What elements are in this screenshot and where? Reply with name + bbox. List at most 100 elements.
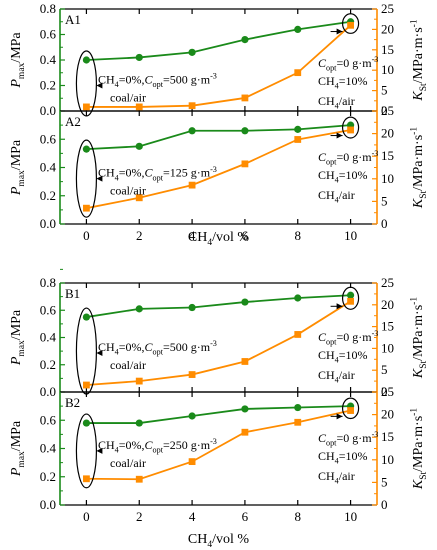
x-tick-label: 0 bbox=[83, 228, 90, 243]
kst-series-line bbox=[86, 300, 352, 386]
right-annotation-1: Copt=0 g·m-3 bbox=[318, 55, 378, 72]
x-tick-label: 2 bbox=[136, 509, 143, 524]
pmax-point bbox=[241, 405, 249, 413]
pmax-point bbox=[82, 145, 91, 153]
left-tick-label: 0.0 bbox=[40, 216, 56, 231]
kst-point bbox=[347, 21, 354, 29]
left-annotation-1: CH4=0%,Copt=250 g·m-3 bbox=[98, 437, 217, 454]
ylabel-left-group: Pmax/MPa bbox=[9, 420, 27, 477]
pmax-point bbox=[82, 419, 91, 427]
right-tick-label: 20 bbox=[381, 126, 394, 141]
y-axis-label-right: KSt/MPa·m·s-1 bbox=[409, 19, 429, 101]
right-annotation-1: Copt=0 g·m-3 bbox=[318, 430, 378, 447]
right-tick-label: 5 bbox=[381, 193, 388, 208]
x-tick-label: 6 bbox=[242, 509, 249, 524]
kst-point bbox=[83, 204, 90, 212]
pmax-series-line bbox=[86, 20, 351, 61]
left-tick-label: 0.2 bbox=[40, 78, 56, 93]
pmax-point bbox=[294, 25, 302, 33]
right-annotation-2: CH4=10% bbox=[318, 74, 368, 91]
left-annotation-1: CH4=0%,Copt=500 g·m-3 bbox=[98, 72, 217, 89]
kst-point bbox=[135, 194, 143, 202]
kst-series-line bbox=[86, 24, 352, 108]
left-annotation-2: coal/air bbox=[110, 456, 146, 470]
kst-point bbox=[188, 371, 196, 378]
left-annotation-2: coal/air bbox=[110, 90, 146, 104]
right-annotation-2: CH4=10% bbox=[318, 168, 368, 185]
left-annotation-1: CH4=0%,Copt=125 g·m-3 bbox=[98, 165, 217, 182]
x-axis-label: CH4/vol % bbox=[188, 230, 249, 248]
ylabel-left-group: Pmax/MPa bbox=[9, 139, 27, 196]
x-tick-label: 10 bbox=[344, 228, 357, 243]
left-annotation-2: coal/air bbox=[110, 358, 146, 372]
ylabel-left-group: Pmax/MPa bbox=[9, 309, 27, 366]
right-tick-label: 15 bbox=[381, 42, 394, 57]
left-tick-label: 0.4 bbox=[40, 160, 57, 175]
right-tick-label: 25 bbox=[381, 103, 394, 118]
y-axis-label-left: Pmax/MPa bbox=[9, 309, 27, 366]
ylabel-left-group: Pmax/MPa bbox=[9, 32, 27, 89]
kst-point bbox=[241, 358, 249, 365]
y-axis-label-right: KSt/MPa·m·s-1 bbox=[409, 408, 429, 490]
right-tick-label: 5 bbox=[381, 474, 388, 489]
kst-point bbox=[294, 69, 302, 77]
right-tick-label: 10 bbox=[381, 171, 394, 186]
y-axis-label-left: Pmax/MPa bbox=[9, 32, 27, 89]
panel-label: B1 bbox=[65, 286, 80, 301]
left-tick-label: 0.4 bbox=[40, 52, 57, 67]
kst-point bbox=[294, 418, 302, 426]
pmax-point bbox=[82, 313, 91, 321]
pmax-point bbox=[294, 403, 302, 412]
right-tick-label: 0 bbox=[381, 103, 388, 118]
right-tick-label: 15 bbox=[381, 148, 394, 163]
ylabel-right-group: KSt/MPa·m·s-1 bbox=[409, 297, 429, 379]
right-ellipse bbox=[341, 116, 360, 139]
pmax-point bbox=[82, 56, 91, 64]
right-annotation-3: CH4/air bbox=[318, 469, 355, 486]
left-tick-label: 0.0 bbox=[40, 384, 56, 399]
pmax-series-line bbox=[86, 405, 351, 424]
kst-point bbox=[241, 160, 249, 168]
right-tick-label: 20 bbox=[381, 297, 394, 312]
left-ellipse bbox=[75, 307, 98, 395]
kst-point bbox=[135, 103, 143, 111]
kst-point bbox=[188, 102, 196, 110]
left-tick-label: 0.2 bbox=[40, 469, 56, 484]
ylabel-right-group: KSt/MPa·m·s-1 bbox=[409, 19, 429, 101]
right-tick-label: 25 bbox=[381, 1, 394, 16]
right-arrowhead bbox=[336, 28, 343, 35]
right-annotation-1: Copt=0 g·m-3 bbox=[318, 329, 378, 346]
x-tick-label: 0 bbox=[83, 509, 90, 524]
pmax-point bbox=[188, 127, 196, 135]
left-tick-label: 0.6 bbox=[40, 27, 57, 42]
y-axis-label-left: Pmax/MPa bbox=[9, 139, 27, 196]
right-tick-label: 0 bbox=[381, 216, 388, 231]
right-annotation-1: Copt=0 g·m-3 bbox=[318, 149, 378, 166]
y-axis-label-right: KSt/MPa·m·s-1 bbox=[409, 127, 429, 209]
kst-point bbox=[294, 331, 302, 338]
right-ellipse bbox=[341, 397, 360, 420]
left-annotation-1: CH4=0%,Copt=500 g·m-3 bbox=[98, 339, 217, 356]
pmax-point bbox=[241, 36, 249, 44]
right-tick-label: 15 bbox=[381, 429, 394, 444]
pmax-point bbox=[135, 142, 143, 150]
x-tick-label: 4 bbox=[189, 509, 196, 524]
pmax-point bbox=[294, 125, 302, 133]
right-tick-label: 10 bbox=[381, 452, 394, 467]
y-axis-label-right: KSt/MPa·m·s-1 bbox=[409, 297, 429, 379]
pmax-point bbox=[346, 291, 355, 299]
kst-point bbox=[188, 458, 196, 466]
right-annotation-3: CH4/air bbox=[318, 94, 355, 111]
pmax-point bbox=[188, 303, 196, 312]
x-tick-label: 8 bbox=[295, 509, 302, 524]
right-tick-label: 25 bbox=[381, 384, 394, 399]
right-tick-label: 0 bbox=[381, 384, 388, 399]
right-tick-label: 0 bbox=[381, 497, 388, 512]
right-tick-label: 15 bbox=[381, 319, 394, 334]
right-tick-label: 10 bbox=[381, 340, 394, 355]
left-tick-label: 0.4 bbox=[40, 441, 57, 456]
left-annotation-2: coal/air bbox=[110, 184, 146, 198]
x-tick-label: 4 bbox=[189, 228, 196, 243]
